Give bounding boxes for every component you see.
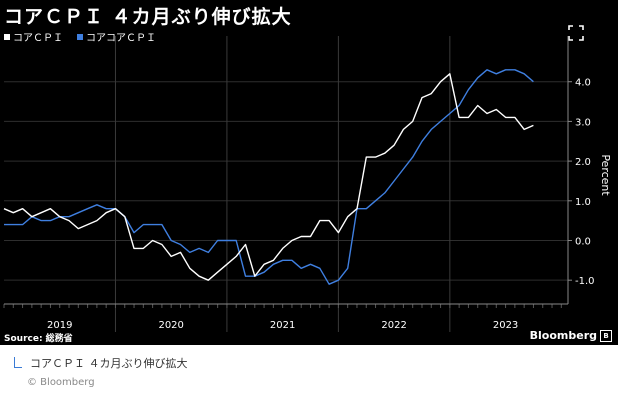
x-tick-label: 2020 bbox=[158, 320, 183, 331]
caption-credit: © Bloomberg bbox=[27, 377, 95, 388]
legend-label-core-cpi: コアＣＰＩ bbox=[13, 33, 63, 44]
legend-item-core-cpi: コアＣＰＩ bbox=[4, 29, 63, 44]
line-chart: -1.0 0.0 1.0 2.0 3.0 4.0 2019 2020 2021 2022 2023 P… bbox=[3, 36, 612, 332]
legend-swatch-core-core-cpi bbox=[77, 33, 83, 40]
chart-card: コアＣＰＩ ４カ月ぶり伸び拡大 コアＣＰＩ コアコアＣＰＩ -1.0 0.0 1.0… bbox=[0, 0, 618, 345]
legend-label-core-core-cpi: コアコアＣＰＩ bbox=[86, 33, 156, 44]
brand-logo: Bloomberg B bbox=[530, 329, 612, 342]
source-note: Source: 総務省 bbox=[4, 334, 73, 344]
caption-marker-icon bbox=[14, 357, 22, 368]
series-line-core-core-cpi bbox=[4, 69, 534, 285]
legend-swatch-core-cpi bbox=[4, 33, 10, 40]
x-tick-label: 2023 bbox=[493, 320, 518, 331]
y-axis-label: Percent bbox=[599, 154, 612, 196]
y-tick-label: 4.0 bbox=[575, 78, 591, 89]
x-tick-label: 2019 bbox=[47, 320, 72, 331]
series-line-core-cpi bbox=[3, 73, 534, 281]
caption-text: コアＣＰＩ ４カ月ぶり伸び拡大 bbox=[30, 357, 188, 370]
brand-name: Bloomberg bbox=[529, 329, 597, 342]
legend: コアＣＰＩ コアコアＣＰＩ bbox=[4, 29, 156, 44]
y-tick-label: 0.0 bbox=[575, 236, 591, 247]
y-tick-label: 1.0 bbox=[575, 197, 591, 208]
expand-icon[interactable] bbox=[567, 24, 585, 42]
x-tick-label: 2021 bbox=[270, 320, 295, 331]
bloomberg-icon: B bbox=[600, 329, 612, 342]
y-tick-label: -1.0 bbox=[575, 276, 595, 287]
y-tick-label: 2.0 bbox=[575, 157, 591, 168]
chart-title: コアＣＰＩ ４カ月ぶり伸び拡大 bbox=[4, 6, 292, 28]
y-tick-label: 3.0 bbox=[575, 117, 591, 128]
x-tick-label: 2022 bbox=[381, 320, 406, 331]
caption: コアＣＰＩ ４カ月ぶり伸び拡大 bbox=[14, 355, 188, 371]
legend-item-core-core-cpi: コアコアＣＰＩ bbox=[77, 29, 156, 44]
